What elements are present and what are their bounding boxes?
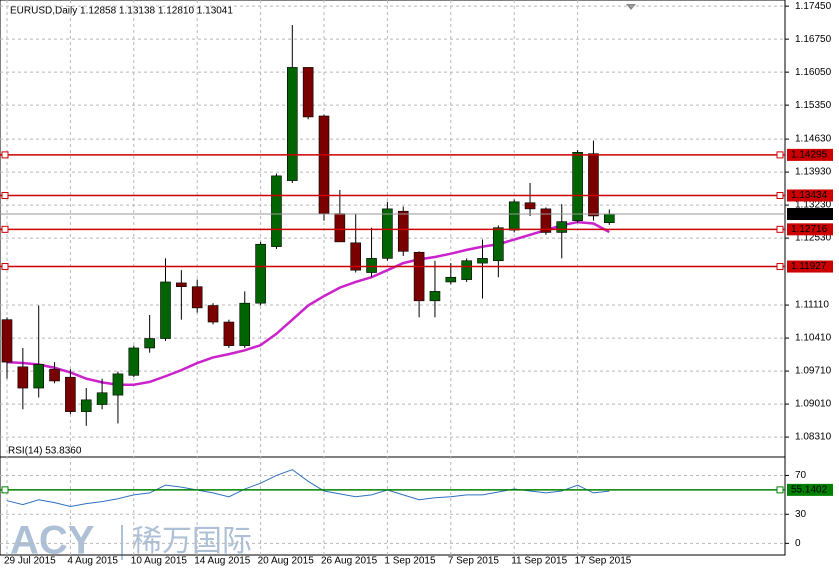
- candle-body: [96, 392, 108, 405]
- x-tick-label: 26 Aug 2015: [321, 556, 378, 567]
- y-tick-label: 1.13930: [795, 167, 832, 178]
- y-tick-label: 1.09010: [795, 399, 832, 410]
- candle-body: [286, 67, 298, 181]
- level-box: [787, 189, 833, 202]
- candle-body: [540, 208, 552, 233]
- candle-body: [413, 251, 425, 302]
- candle-body: [1, 319, 13, 363]
- watermark-name: 稀万国际: [132, 525, 252, 558]
- candle-body: [461, 260, 472, 280]
- candle-body: [572, 151, 583, 221]
- x-tick-label: 4 Aug 2015: [67, 556, 118, 567]
- y-tick-label: 70: [795, 470, 807, 481]
- candle-body: [588, 153, 599, 217]
- candle-body: [144, 338, 155, 349]
- candle-body: [160, 281, 171, 339]
- candle-body: [191, 286, 203, 309]
- y-tick-label: 1.17450: [795, 1, 832, 12]
- candle-body: [318, 115, 330, 214]
- candle-body: [493, 227, 504, 262]
- candle-body: [80, 399, 92, 412]
- level-box: [787, 223, 833, 236]
- level-label: 1.12716: [791, 224, 828, 235]
- candle-body: [429, 291, 441, 302]
- candle-body: [271, 175, 282, 247]
- x-tick-label: 11 Sep 2015: [511, 556, 567, 567]
- x-tick-label: 20 Aug 2015: [258, 556, 315, 567]
- x-tick-label: 14 Aug 2015: [194, 556, 251, 567]
- x-tick-label: 29 Jul 2015: [4, 556, 56, 567]
- plot-frame: [0, 0, 786, 556]
- moving-average: [6, 220, 610, 386]
- y-tick-label: 30: [795, 509, 807, 520]
- candle-body: [128, 347, 140, 376]
- level-label: 1.13434: [791, 190, 828, 201]
- scroll-marker: [626, 4, 636, 10]
- y-tick-label: 1.10410: [795, 333, 832, 344]
- y-tick-label: 1.14630: [795, 134, 832, 145]
- rsi-title: RSI(14) 53.8360: [8, 446, 82, 457]
- y-tick-label: 1.16750: [795, 34, 832, 45]
- candle-body: [350, 242, 362, 271]
- candle-body: [334, 213, 346, 243]
- level-anchor: [1, 225, 9, 233]
- level-box: [787, 148, 833, 161]
- candle-body: [477, 258, 488, 264]
- candle-body: [49, 368, 60, 382]
- candle-body: [556, 221, 568, 233]
- candle-body: [382, 208, 393, 259]
- candle-body: [223, 321, 235, 346]
- y-tick-label: 1.12530: [795, 233, 832, 244]
- level-anchor: [776, 191, 784, 199]
- current-price-box: [787, 208, 833, 221]
- candle-body: [176, 282, 187, 287]
- level-label: 1.14295: [791, 150, 828, 161]
- level-box: [787, 483, 833, 496]
- level-anchor: [776, 263, 784, 271]
- x-tick-label: 17 Sep 2015: [575, 556, 632, 567]
- level-anchor: [1, 191, 9, 199]
- current-price-label: 1.13041: [791, 209, 828, 220]
- x-tick-label: 1 Sep 2015: [384, 556, 436, 567]
- y-tick-label: 0: [795, 538, 801, 549]
- level-label: 55.1402: [791, 485, 828, 496]
- level-anchor: [1, 151, 9, 159]
- candle-body: [17, 366, 29, 389]
- candle-body: [524, 202, 536, 210]
- level-label: 1.11927: [791, 261, 827, 272]
- y-tick-label: 1.09710: [795, 366, 832, 377]
- y-tick-label: 1.16050: [795, 67, 832, 78]
- watermark-brand: ACY: [10, 519, 95, 563]
- level-anchor: [1, 263, 9, 271]
- candle-body: [33, 364, 45, 389]
- candle-body: [255, 243, 266, 304]
- candle-body: [65, 376, 76, 412]
- level-anchor: [776, 151, 784, 159]
- y-tick-label: 1.11110: [795, 300, 829, 311]
- candle-body: [445, 276, 457, 283]
- candle-body: [397, 210, 409, 252]
- level-box: [787, 260, 833, 273]
- candle-body: [112, 373, 124, 396]
- candle-body: [239, 302, 251, 346]
- chart-title: EURUSD,Daily 1.12858 1.13138 1.12810 1.1…: [10, 6, 233, 17]
- candle-body: [508, 201, 520, 231]
- level-anchor: [776, 225, 784, 233]
- candle-body: [366, 258, 377, 273]
- candle-body: [603, 213, 615, 223]
- watermark: ACY 稀万国际: [10, 519, 252, 563]
- y-tick-label: 1.13230: [795, 200, 832, 211]
- candle-body: [207, 305, 219, 323]
- level-anchor: [1, 486, 9, 494]
- x-tick-label: 7 Sep 2015: [448, 556, 500, 567]
- y-tick-label: 1.15350: [795, 100, 832, 111]
- candle-body: [302, 67, 314, 118]
- level-anchor: [776, 486, 784, 494]
- x-tick-label: 10 Aug 2015: [131, 556, 188, 567]
- y-tick-label: 1.08310: [795, 432, 832, 443]
